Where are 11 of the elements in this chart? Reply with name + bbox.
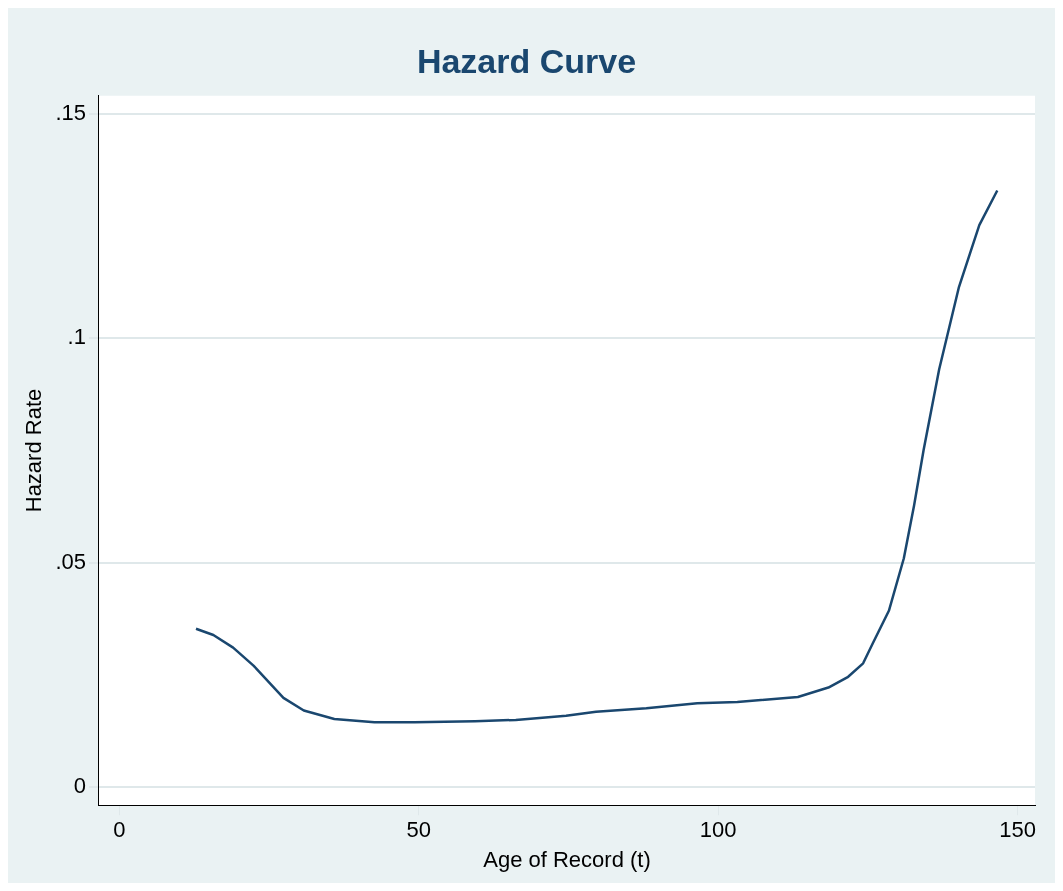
y-tick-label: .1 (67, 324, 86, 350)
y-axis-title: Hazard Rate (21, 388, 47, 513)
x-axis-title: Age of Record (t) (483, 846, 651, 872)
x-tick-label: 150 (999, 817, 1036, 843)
y-tick-label: .15 (55, 99, 86, 125)
x-tick-label: 100 (699, 817, 737, 843)
chart-title: Hazard Curve (416, 41, 637, 80)
x-tick-label: 0 (113, 817, 126, 843)
y-tick-label: .05 (55, 548, 86, 574)
y-tick-label: 0 (73, 773, 86, 799)
x-tick-label: 50 (406, 817, 432, 843)
